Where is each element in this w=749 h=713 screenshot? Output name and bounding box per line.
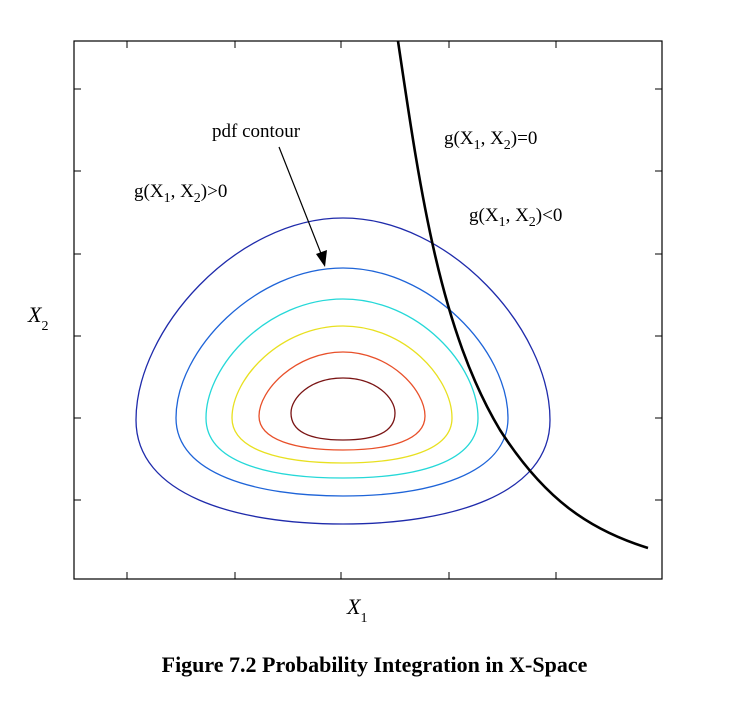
failure-region-label: g(X1, X2)<0 (469, 205, 562, 230)
caption-prefix: Figure (161, 652, 224, 677)
contour-level-3 (205, 298, 479, 479)
safe-region-label: g(X1, X2)>0 (134, 181, 227, 206)
contour-level-5 (258, 351, 426, 451)
contour-level-1 (135, 217, 551, 525)
caption-number: 7.2 (229, 652, 257, 677)
annotation-arrow (278, 146, 327, 267)
contour-level-6 (290, 377, 396, 441)
axis-ticks (74, 41, 662, 579)
x-axis-label: X1 (346, 594, 367, 626)
plot-frame (73, 40, 663, 580)
contour-level-2 (175, 267, 509, 497)
caption-title: Probability Integration in X-Space (262, 652, 588, 677)
figure-canvas: pdf contour g(X1, X2)>0 g(X1, X2)=0 g(X1… (27, 40, 663, 626)
limit-state-label: g(X1, X2)=0 (444, 128, 537, 153)
arrow-head (316, 250, 327, 267)
y-axis-label: X2 (27, 302, 48, 334)
limit-state-curve (396, 40, 649, 550)
pdf-contour-label: pdf contour (212, 121, 301, 142)
contour-level-4 (231, 325, 453, 464)
figure-caption: Figure 7.2 Probability Integration in X-… (0, 652, 749, 678)
pdf-contours (135, 217, 551, 525)
